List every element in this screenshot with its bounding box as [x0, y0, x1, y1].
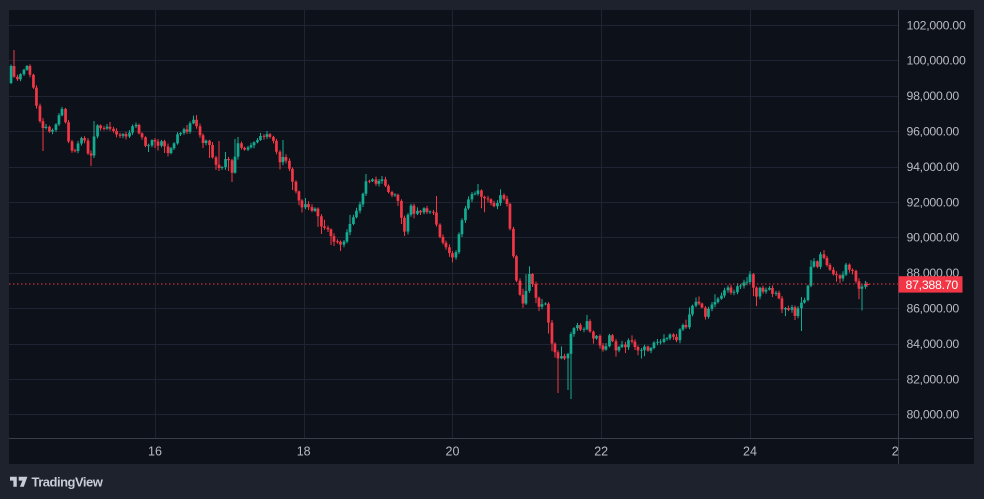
- svg-text:86,000.00: 86,000.00: [907, 302, 960, 316]
- svg-text:100,000.00: 100,000.00: [907, 54, 966, 68]
- svg-text:16: 16: [148, 445, 162, 459]
- svg-text:96,000.00: 96,000.00: [907, 125, 960, 139]
- svg-text:94,000.00: 94,000.00: [907, 160, 960, 174]
- svg-text:87,388.70: 87,388.70: [906, 278, 959, 292]
- svg-text:84,000.00: 84,000.00: [907, 337, 960, 351]
- svg-text:24: 24: [743, 445, 757, 459]
- svg-text:80,000.00: 80,000.00: [907, 408, 960, 422]
- svg-text:82,000.00: 82,000.00: [907, 372, 960, 386]
- svg-text:90,000.00: 90,000.00: [907, 231, 960, 245]
- svg-text:18: 18: [297, 445, 311, 459]
- svg-text:92,000.00: 92,000.00: [907, 195, 960, 209]
- svg-text:20: 20: [446, 445, 460, 459]
- svg-text:102,000.00: 102,000.00: [907, 18, 966, 32]
- svg-text:98,000.00: 98,000.00: [907, 89, 960, 103]
- svg-text:TradingView: TradingView: [32, 475, 104, 490]
- svg-text:26: 26: [892, 445, 906, 459]
- svg-text:22: 22: [594, 445, 608, 459]
